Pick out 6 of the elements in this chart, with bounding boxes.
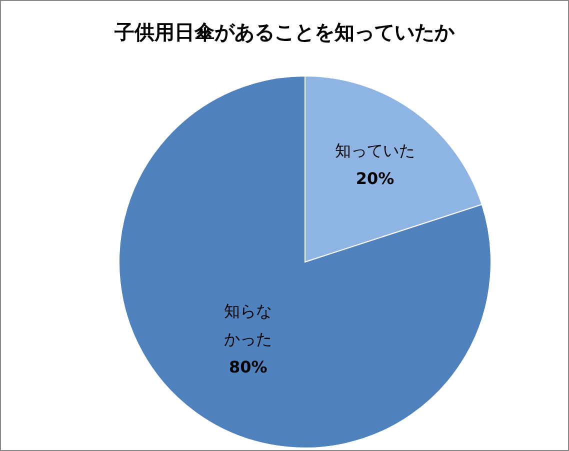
data-label: 20% <box>356 169 394 188</box>
slice-label: 知らなかった <box>224 302 272 349</box>
pie-slice <box>118 76 492 448</box>
chart-title: 子供用日傘があることを知っていたか <box>114 19 456 46</box>
data-label: 80% <box>229 358 268 377</box>
slice-label: 知っていた <box>334 141 415 160</box>
